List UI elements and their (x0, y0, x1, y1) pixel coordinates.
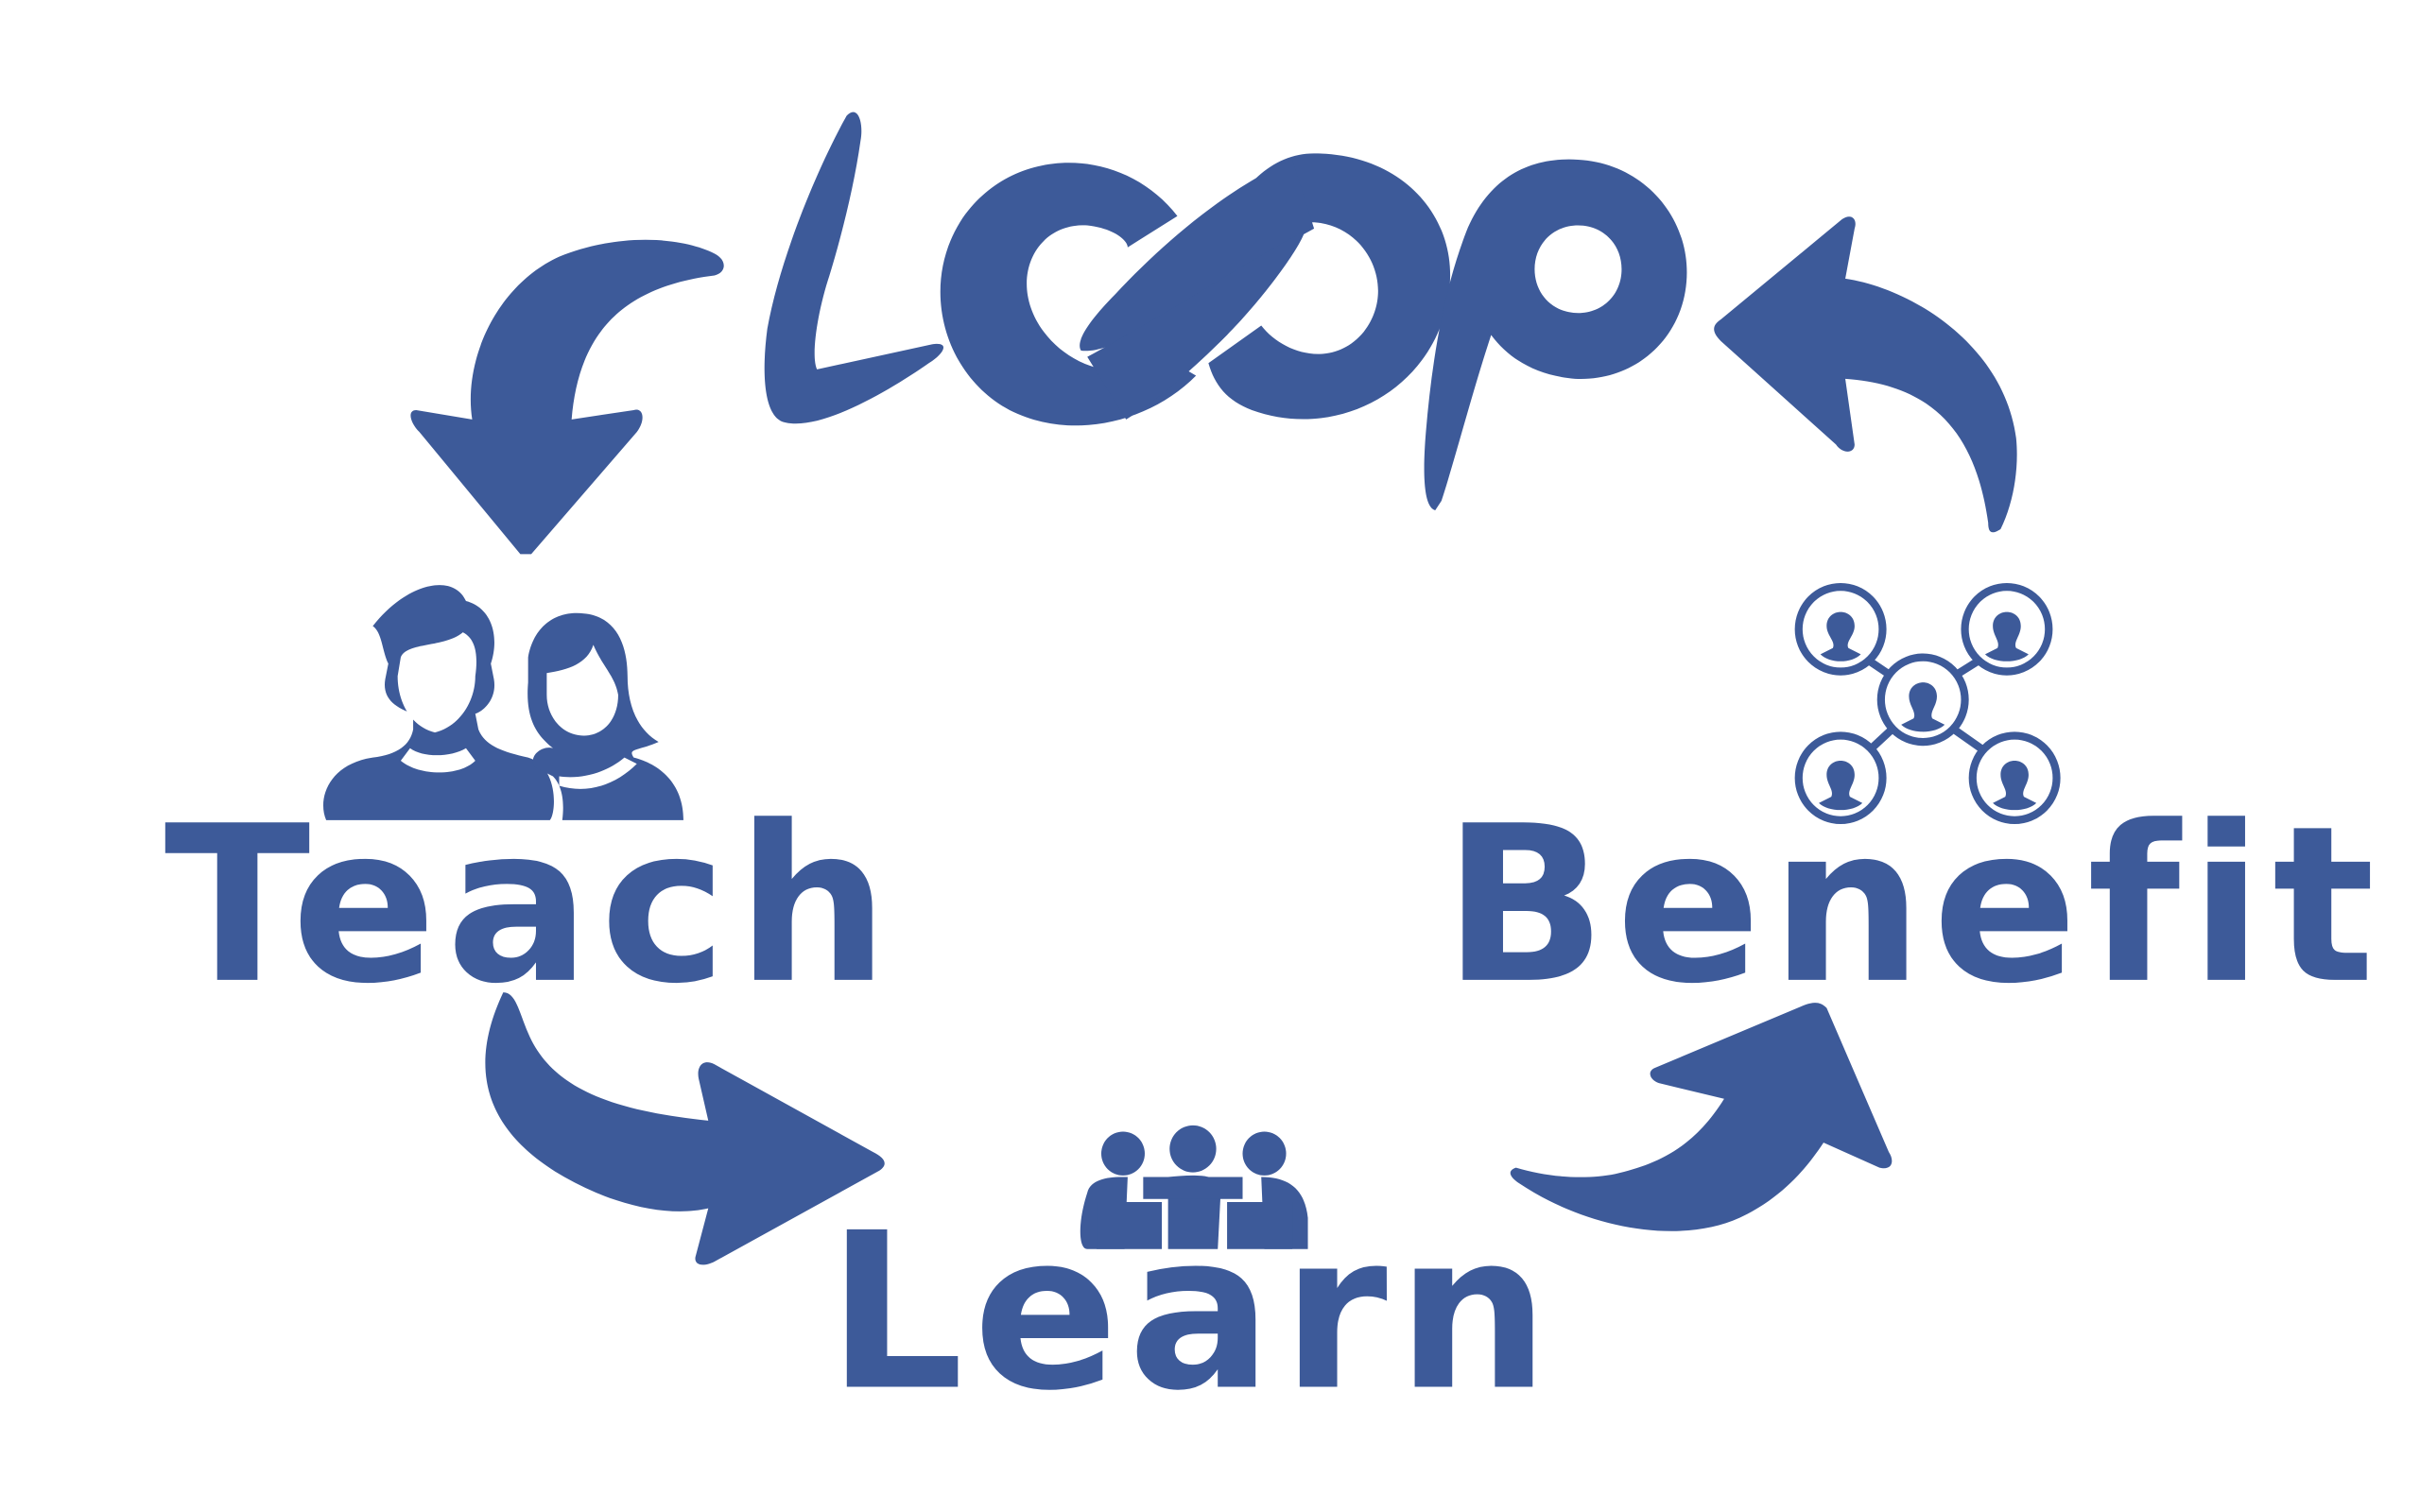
logo-letter-l (764, 112, 944, 424)
logo-ring-left (940, 163, 1197, 426)
logo-infinity-band (1080, 159, 1315, 352)
node-label-learn: Learn (827, 1187, 1559, 1438)
node-label-benefit: Benefit (1443, 780, 2385, 1031)
arrow-benefit-to-logo (1714, 216, 2017, 533)
logo-letter-p (1424, 159, 1687, 510)
loop-logo: LOOP (764, 112, 1687, 510)
community-network-icon (1794, 582, 2061, 825)
logo-infinity-band-lower (1087, 232, 1305, 420)
arrow-logo-to-teach (410, 239, 724, 555)
arrow-teach-to-learn (485, 992, 885, 1265)
learners-group-icon (1080, 1125, 1308, 1249)
node-label-teach: Teach (164, 780, 898, 1031)
teacher-couple-icon (322, 585, 683, 820)
arrow-learn-to-benefit (1510, 1003, 1893, 1231)
